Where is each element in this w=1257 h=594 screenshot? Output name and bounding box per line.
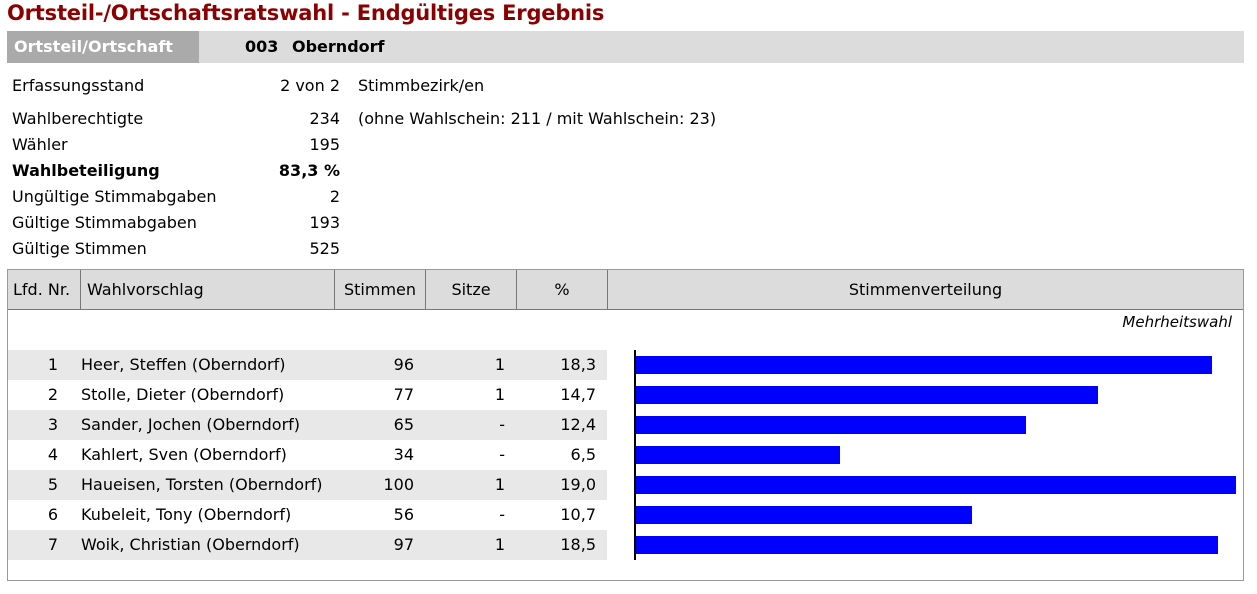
gueltig-abgaben-label: Gültige Stimmabgaben bbox=[12, 213, 197, 232]
row-nr: 4 bbox=[47, 445, 58, 464]
header-seats: Sitze bbox=[426, 270, 517, 309]
vote-bar bbox=[636, 356, 1212, 374]
wahlberechtigte-extra: (ohne Wahlschein: 211 / mit Wahlschein: … bbox=[358, 109, 717, 128]
row-seats: 1 bbox=[494, 475, 505, 494]
row-votes: 100 bbox=[383, 475, 414, 494]
row-votes: 34 bbox=[393, 445, 414, 464]
table-row: 7 Woik, Christian (Oberndorf) 97 1 18,5 bbox=[8, 530, 607, 560]
row-name: Heer, Steffen (Oberndorf) bbox=[81, 355, 286, 374]
erfassung-value: 2 von 2 bbox=[280, 76, 340, 95]
row-votes: 77 bbox=[393, 385, 414, 404]
row-nr: 1 bbox=[47, 355, 58, 374]
election-method: Mehrheitswahl bbox=[1122, 313, 1232, 331]
vote-bar bbox=[636, 476, 1236, 494]
district-label: Ortsteil/Ortschaft bbox=[7, 31, 199, 63]
row-seats: 1 bbox=[494, 355, 505, 374]
wahlbeteiligung-label: Wahlbeteiligung bbox=[12, 161, 160, 180]
gueltig-stimmen-label: Gültige Stimmen bbox=[12, 239, 147, 258]
ungueltig-label: Ungültige Stimmabgaben bbox=[12, 187, 217, 206]
vote-bar bbox=[636, 446, 840, 464]
waehler-value: 195 bbox=[309, 135, 340, 154]
row-votes: 65 bbox=[393, 415, 414, 434]
vote-bar bbox=[636, 416, 1026, 434]
table-header: Lfd. Nr. Wahlvorschlag Stimmen Sitze % S… bbox=[8, 270, 1243, 310]
row-seats: - bbox=[499, 445, 505, 464]
row-pct: 18,3 bbox=[560, 355, 596, 374]
vote-bar bbox=[636, 536, 1218, 554]
table-row: 6 Kubeleit, Tony (Oberndorf) 56 - 10,7 bbox=[8, 500, 607, 530]
table-row: 3 Sander, Jochen (Oberndorf) 65 - 12,4 bbox=[8, 410, 607, 440]
gueltig-abgaben-value: 193 bbox=[309, 213, 340, 232]
header-votes: Stimmen bbox=[335, 270, 426, 309]
wahlberechtigte-label: Wahlberechtigte bbox=[12, 109, 144, 128]
header-pct: % bbox=[517, 270, 608, 309]
vote-bar bbox=[636, 386, 1098, 404]
erfassung-extra: Stimmbezirk/en bbox=[358, 76, 485, 95]
row-votes: 97 bbox=[393, 535, 414, 554]
table-row: 2 Stolle, Dieter (Oberndorf) 77 1 14,7 bbox=[8, 380, 607, 410]
row-seats: 1 bbox=[494, 535, 505, 554]
district-header: Ortsteil/Ortschaft 003 Oberndorf bbox=[7, 31, 1244, 63]
row-nr: 5 bbox=[47, 475, 58, 494]
row-pct: 10,7 bbox=[560, 505, 596, 524]
district-code: 003 bbox=[245, 37, 279, 56]
results-table: Lfd. Nr. Wahlvorschlag Stimmen Sitze % S… bbox=[7, 269, 1244, 581]
waehler-label: Wähler bbox=[12, 135, 68, 154]
row-votes: 56 bbox=[393, 505, 414, 524]
page-title: Ortsteil-/Ortschaftsratswahl - Endgültig… bbox=[7, 1, 605, 25]
row-pct: 12,4 bbox=[560, 415, 596, 434]
vote-bar bbox=[636, 506, 972, 524]
district-name: Oberndorf bbox=[292, 37, 385, 56]
row-name: Haueisen, Torsten (Oberndorf) bbox=[81, 475, 323, 494]
erfassung-label: Erfassungsstand bbox=[12, 76, 145, 95]
header-nr: Lfd. Nr. bbox=[8, 270, 81, 309]
gueltig-stimmen-value: 525 bbox=[309, 239, 340, 258]
ungueltig-value: 2 bbox=[329, 187, 340, 206]
row-pct: 14,7 bbox=[560, 385, 596, 404]
row-nr: 6 bbox=[47, 505, 58, 524]
wahlberechtigte-value: 234 bbox=[309, 109, 340, 128]
row-pct: 6,5 bbox=[570, 445, 596, 464]
row-seats: 1 bbox=[494, 385, 505, 404]
table-row: 1 Heer, Steffen (Oberndorf) 96 1 18,3 bbox=[8, 350, 607, 380]
header-distribution: Stimmenverteilung bbox=[848, 280, 1003, 299]
row-name: Kahlert, Sven (Oberndorf) bbox=[81, 445, 287, 464]
row-name: Stolle, Dieter (Oberndorf) bbox=[81, 385, 285, 404]
row-nr: 7 bbox=[47, 535, 58, 554]
row-pct: 18,5 bbox=[560, 535, 596, 554]
row-seats: - bbox=[499, 415, 505, 434]
bar-axis bbox=[634, 350, 636, 560]
row-nr: 2 bbox=[47, 385, 58, 404]
row-pct: 19,0 bbox=[560, 475, 596, 494]
table-row: 4 Kahlert, Sven (Oberndorf) 34 - 6,5 bbox=[8, 440, 607, 470]
row-nr: 3 bbox=[47, 415, 58, 434]
row-name: Kubeleit, Tony (Oberndorf) bbox=[81, 505, 292, 524]
table-row: 5 Haueisen, Torsten (Oberndorf) 100 1 19… bbox=[8, 470, 607, 500]
wahlbeteiligung-value: 83,3 % bbox=[278, 161, 340, 180]
row-name: Woik, Christian (Oberndorf) bbox=[81, 535, 300, 554]
row-votes: 96 bbox=[393, 355, 414, 374]
header-name: Wahlvorschlag bbox=[81, 270, 335, 309]
row-name: Sander, Jochen (Oberndorf) bbox=[81, 415, 301, 434]
row-seats: - bbox=[499, 505, 505, 524]
